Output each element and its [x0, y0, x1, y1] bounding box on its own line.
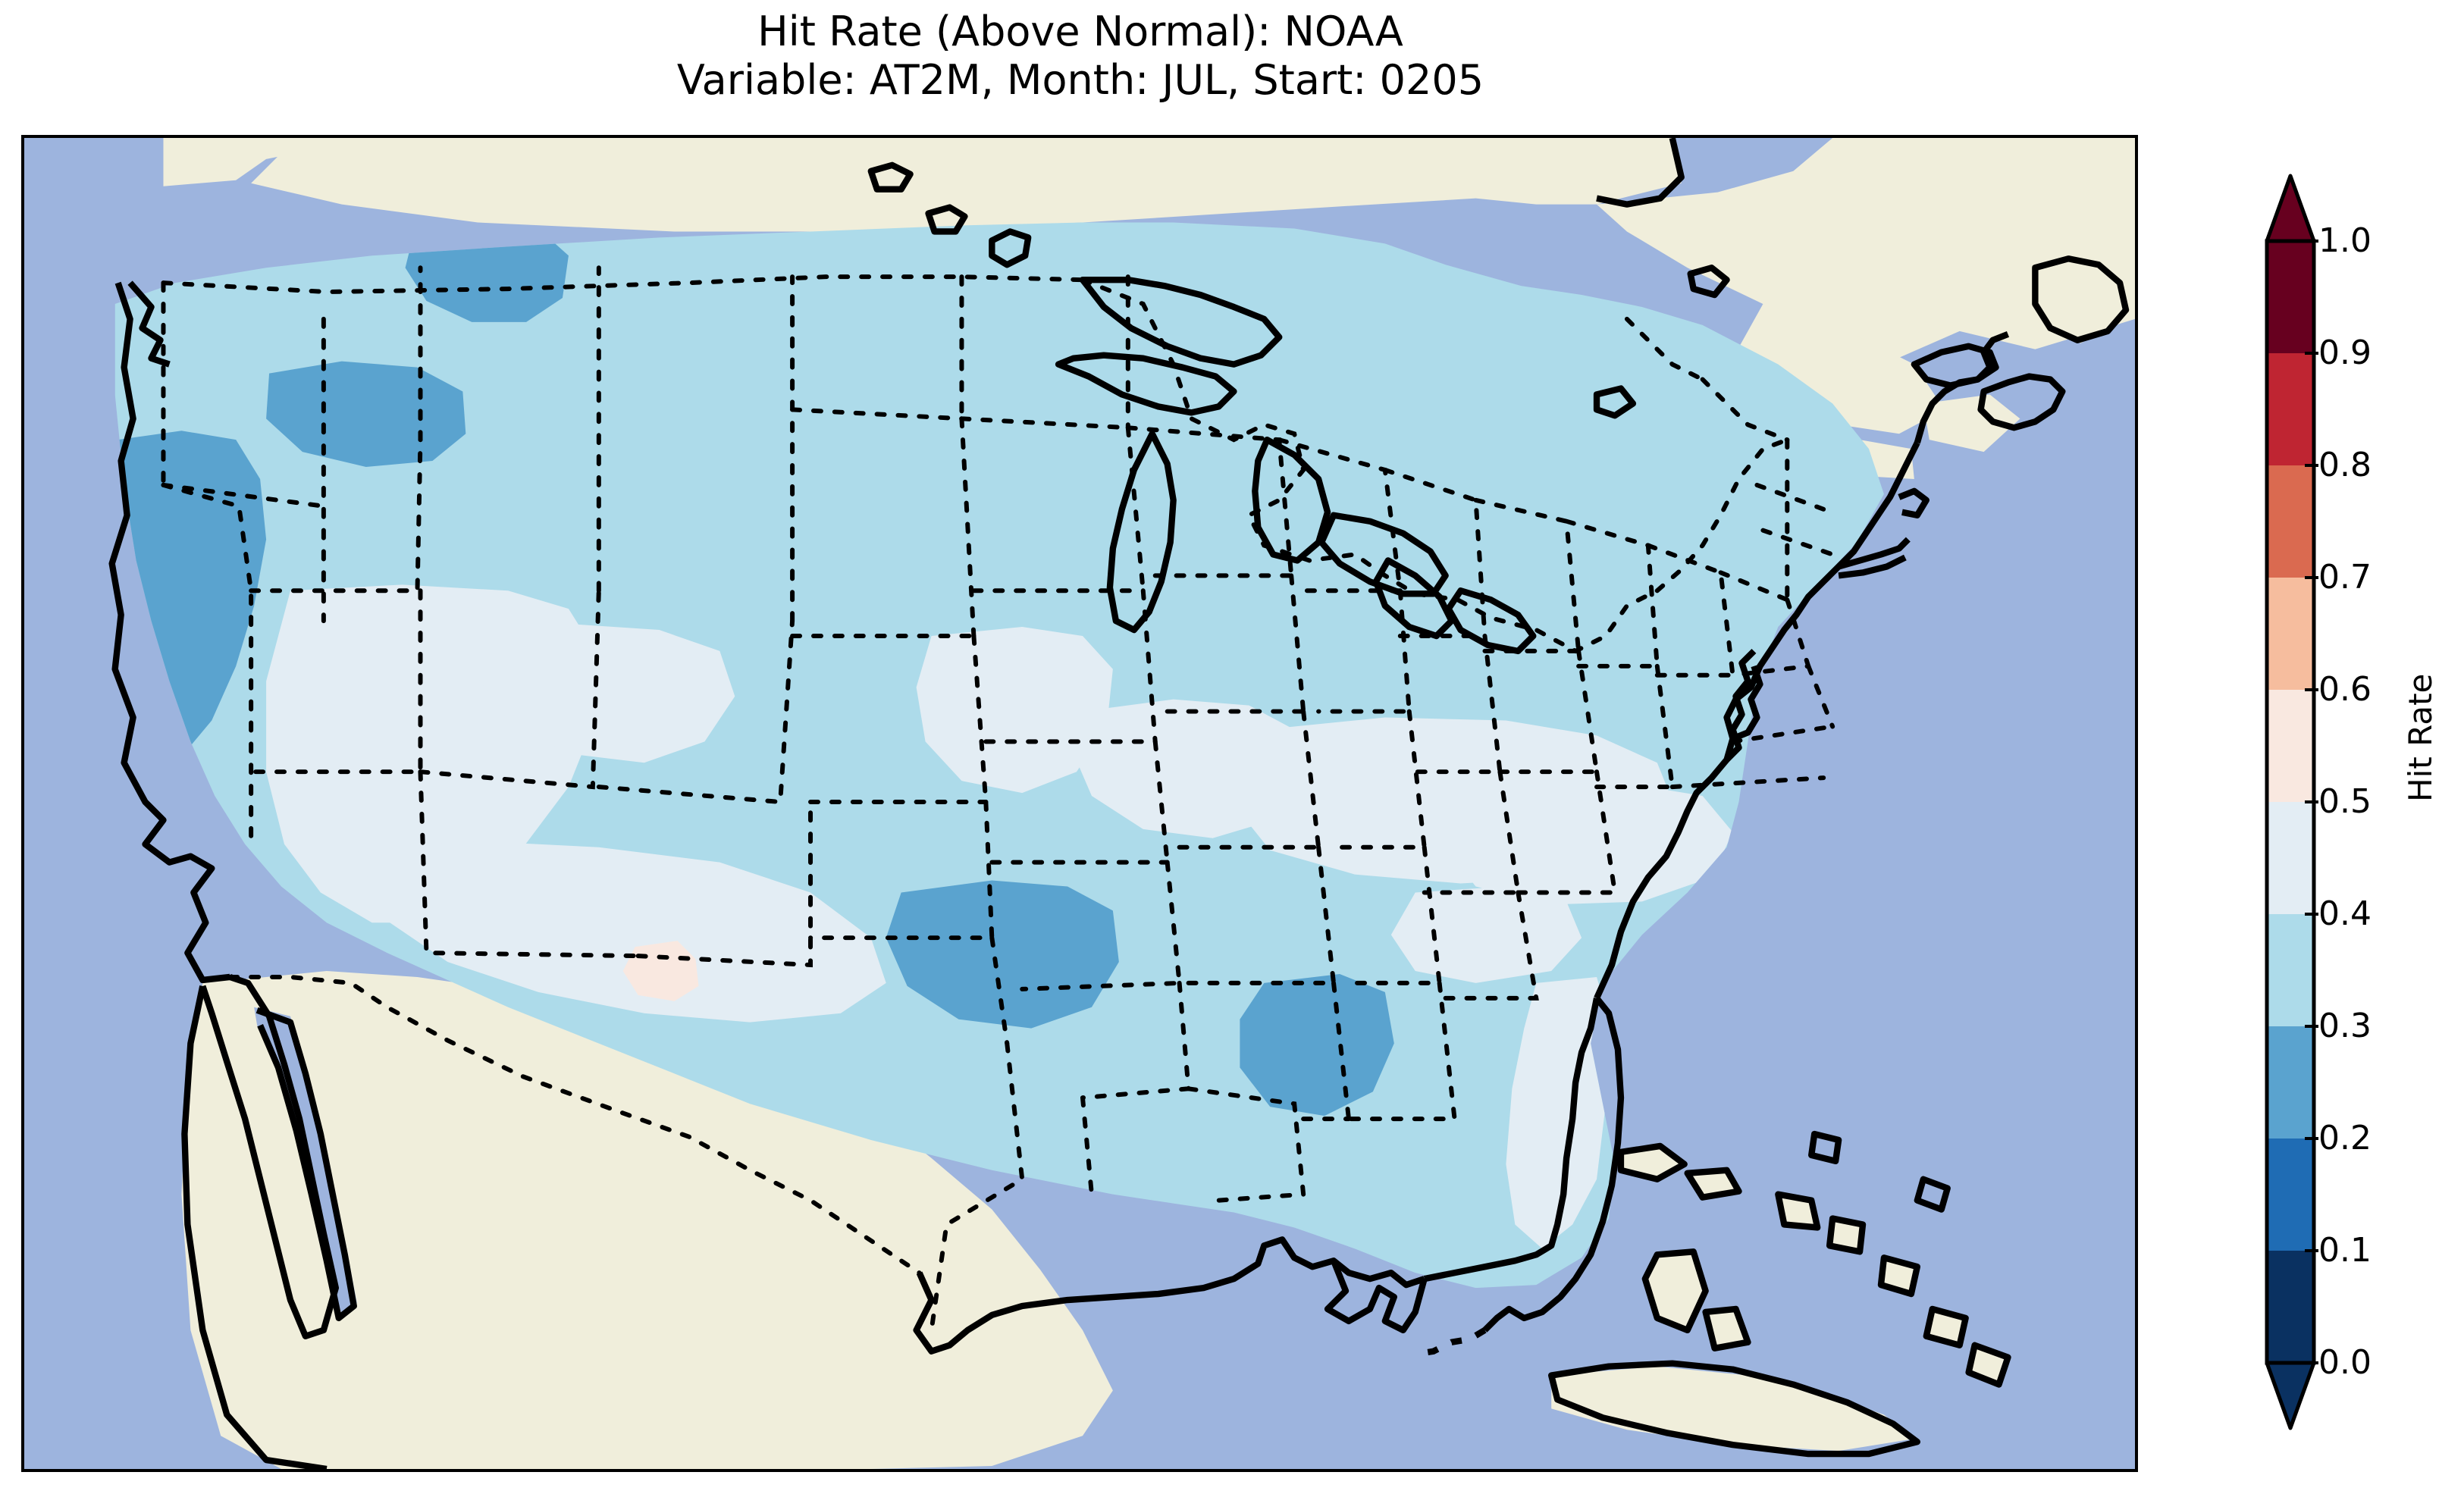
colorbar-tickmark [2305, 1025, 2318, 1028]
cb-band-0.3-0.4 [2267, 914, 2314, 1026]
colorbar-tickmark [2305, 688, 2318, 691]
cb-band-0.9-1.0 [2267, 241, 2314, 353]
colorbar-gradient [2265, 174, 2316, 1430]
colorbar-extend-min [2265, 1361, 2316, 1430]
colorbar-tick-label-0.8: 0.8 [2318, 446, 2372, 484]
cb-band-0.2-0.3 [2267, 1026, 2314, 1139]
colorbar-tick-label-0.7: 0.7 [2318, 558, 2372, 597]
colorbar-tick-label-0.0: 0.0 [2318, 1343, 2372, 1382]
cb-band-0.4-0.5 [2267, 802, 2314, 914]
choropleth-map [24, 138, 2135, 1469]
cb-band-0.7-0.8 [2267, 465, 2314, 578]
figure-title: Hit Rate (Above Normal): NOAA Variable: … [676, 8, 1484, 104]
colorbar-tick-label-1.0: 1.0 [2318, 221, 2372, 260]
colorbar-tick-label-0.9: 0.9 [2318, 334, 2372, 372]
colorbar-tickmark [2305, 913, 2318, 916]
cb-band-0.1-0.2 [2267, 1139, 2314, 1251]
colorbar-extend-max [2265, 174, 2316, 243]
colorbar-tickmark [2305, 1361, 2318, 1364]
colorbar-tick-label-0.2: 0.2 [2318, 1119, 2372, 1157]
coastlines [108, 138, 2130, 1469]
colorbar-axis-label: Hit Rate [2402, 673, 2439, 802]
cb-band-0.8-0.9 [2267, 353, 2314, 465]
cb-band-0.5-0.6 [2267, 690, 2314, 802]
colorbar-tickmark [2305, 1249, 2318, 1252]
colorbar-tick-label-0.3: 0.3 [2318, 1007, 2372, 1045]
colorbar [2265, 174, 2316, 1430]
colorbar-tickmark [2305, 576, 2318, 579]
colorbar-tickmark [2305, 1137, 2318, 1140]
colorbar-tick-label-0.4: 0.4 [2318, 894, 2372, 933]
colorbar-tickmark [2305, 352, 2318, 355]
cb-band-0.0-0.1 [2267, 1251, 2314, 1363]
colorbar-tick-group: 1.0 0.9 0.8 0.7 0.6 0.5 0.4 0.3 0.2 0.1 … [2305, 224, 2409, 1380]
colorbar-tickmark [2305, 240, 2318, 243]
colorbar-tick-label-0.6: 0.6 [2318, 670, 2372, 709]
colorbar-tickmark [2305, 800, 2318, 803]
cb-band-0.6-0.7 [2267, 578, 2314, 690]
colorbar-tick-label-0.1: 0.1 [2318, 1231, 2372, 1270]
colorbar-tick-label-0.5: 0.5 [2318, 782, 2372, 821]
state-borders [161, 265, 1835, 1333]
land-nodata-layer [163, 138, 2135, 1469]
map-axes [21, 135, 2138, 1472]
colorbar-tickmark [2305, 464, 2318, 467]
